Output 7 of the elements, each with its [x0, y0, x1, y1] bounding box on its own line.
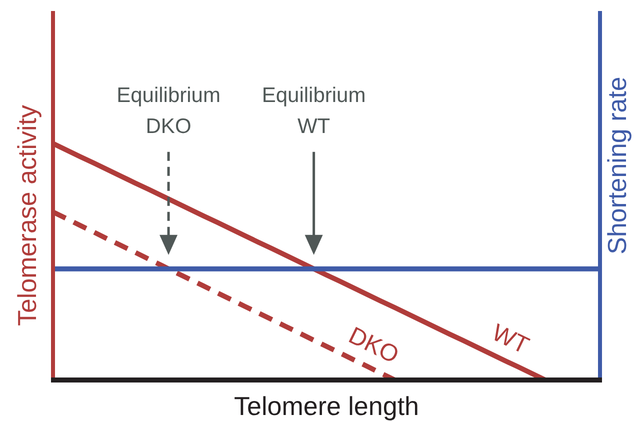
- text: WT: [488, 319, 534, 360]
- y2-axis-title: Shortening rate: [602, 76, 632, 254]
- y-axis-title: Telomerase activity: [12, 104, 42, 326]
- text: Equilibrium DKO: [116, 84, 220, 138]
- text: Equilibrium WT: [262, 84, 366, 138]
- text: DKO: [344, 322, 403, 370]
- x-axis-title: Telomere length: [234, 391, 419, 421]
